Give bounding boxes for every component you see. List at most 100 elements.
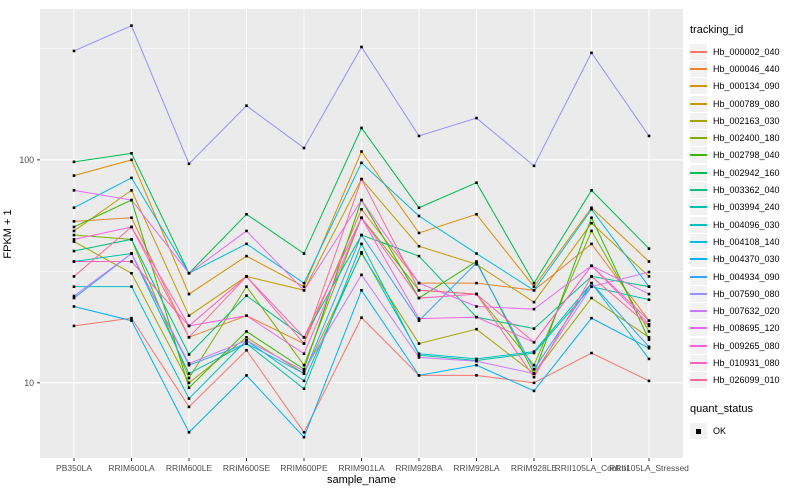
data-point — [475, 261, 478, 265]
data-point — [647, 338, 651, 342]
legend-line-icon — [690, 275, 707, 278]
legend-key — [690, 337, 707, 354]
data-point — [532, 300, 536, 304]
data-point — [360, 208, 363, 211]
data-point — [245, 275, 248, 278]
data-point — [647, 319, 651, 322]
y-tick-label: 100 — [19, 155, 34, 165]
data-point — [245, 330, 248, 333]
legend-item: Hb_003994_240 — [690, 199, 800, 216]
data-point — [187, 405, 191, 409]
x-tick-label: RRIM600SE — [223, 463, 271, 473]
data-point — [532, 281, 536, 285]
data-point — [187, 397, 191, 400]
legend-key — [690, 60, 707, 77]
data-point — [417, 319, 421, 322]
legend-item: Hb_002163_030 — [690, 112, 800, 129]
data-point — [647, 260, 651, 263]
data-point — [647, 324, 651, 328]
legend-item-label: Hb_000789_080 — [713, 98, 780, 109]
data-point — [647, 298, 651, 301]
data-point — [532, 381, 536, 385]
data-point — [647, 323, 651, 326]
data-point — [130, 285, 133, 288]
data-point — [532, 351, 536, 355]
data-point — [532, 285, 536, 288]
data-point — [590, 242, 593, 246]
legend-item: Hb_000002_040 — [690, 43, 800, 60]
data-point — [130, 152, 133, 155]
x-tick-label: RRIM600PE — [280, 463, 328, 473]
data-point — [302, 372, 306, 375]
legend-item: Hb_008695_120 — [690, 320, 800, 337]
data-point — [130, 158, 133, 162]
data-point — [302, 367, 306, 371]
legend-line-icon — [690, 85, 707, 88]
data-point — [360, 45, 363, 49]
legend-item: Hb_010931_080 — [690, 354, 800, 371]
data-point — [360, 126, 363, 130]
legend-title-tracking-id: tracking_id — [690, 24, 744, 36]
y-tick-label: 10 — [24, 378, 34, 388]
data-point — [417, 214, 421, 218]
data-point — [417, 353, 421, 357]
legend-key — [690, 233, 707, 250]
data-point — [360, 288, 363, 292]
data-point — [417, 281, 421, 285]
data-point — [187, 271, 191, 275]
data-point — [590, 189, 593, 192]
legend-item-label: Hb_002942_160 — [713, 167, 780, 178]
legend-item-label: Hb_002400_180 — [713, 133, 780, 144]
legend-items: Hb_000002_040 Hb_000046_440 Hb_000134_090 H… — [690, 43, 800, 389]
data-point — [302, 369, 306, 373]
legend-key — [690, 112, 707, 129]
data-point — [647, 275, 651, 278]
data-point — [647, 285, 651, 288]
legend-title-quant-status: quant_status — [690, 402, 753, 415]
data-point — [590, 221, 593, 225]
legend-item-label: Hb_000002_040 — [713, 46, 780, 57]
data-point — [360, 161, 363, 165]
data-point — [72, 285, 76, 288]
data-point — [532, 164, 536, 168]
data-point — [72, 233, 76, 237]
legend-key — [690, 164, 707, 181]
data-point — [590, 51, 593, 55]
data-point — [72, 225, 76, 229]
data-point — [590, 229, 593, 233]
data-point — [532, 340, 536, 344]
legend-item-label: Hb_004370_030 — [713, 254, 780, 265]
legend-key — [690, 303, 707, 320]
legend-line-icon — [690, 67, 707, 70]
data-point — [302, 430, 306, 434]
data-point — [647, 330, 651, 333]
data-point — [532, 288, 536, 292]
data-point — [590, 264, 593, 268]
data-point — [130, 189, 133, 192]
legend-item: Hb_002400_180 — [690, 129, 800, 147]
data-point — [360, 177, 363, 181]
data-point — [187, 430, 191, 434]
x-tick-label: RRIM901LA — [338, 463, 385, 473]
data-point — [647, 134, 651, 138]
x-tick-label: RRIM600LE — [166, 463, 213, 473]
data-point — [187, 162, 191, 166]
data-point — [360, 233, 363, 237]
data-point — [475, 315, 478, 319]
data-point — [187, 353, 191, 356]
data-point — [72, 240, 76, 243]
data-point — [475, 181, 478, 184]
data-point — [130, 319, 133, 322]
legend-item-label: Hb_009265_080 — [713, 340, 780, 351]
data-point — [532, 327, 536, 330]
legend-item-label: Hb_007590_080 — [713, 288, 780, 299]
legend-line-icon — [690, 240, 707, 243]
data-point — [302, 281, 306, 285]
legend-key — [690, 354, 707, 371]
data-point — [130, 252, 133, 255]
legend-key — [690, 199, 707, 216]
data-point — [590, 316, 593, 320]
legend-key — [690, 320, 707, 337]
legend-line-icon — [690, 206, 707, 209]
data-point — [417, 352, 421, 356]
